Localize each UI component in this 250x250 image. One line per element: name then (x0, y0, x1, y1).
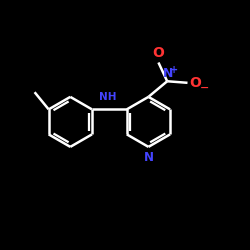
Text: N: N (162, 67, 173, 80)
Text: O: O (189, 76, 201, 90)
Text: +: + (170, 65, 178, 75)
Text: N: N (144, 150, 154, 164)
Text: O: O (152, 46, 164, 60)
Text: −: − (200, 82, 209, 92)
Text: NH: NH (99, 92, 116, 102)
